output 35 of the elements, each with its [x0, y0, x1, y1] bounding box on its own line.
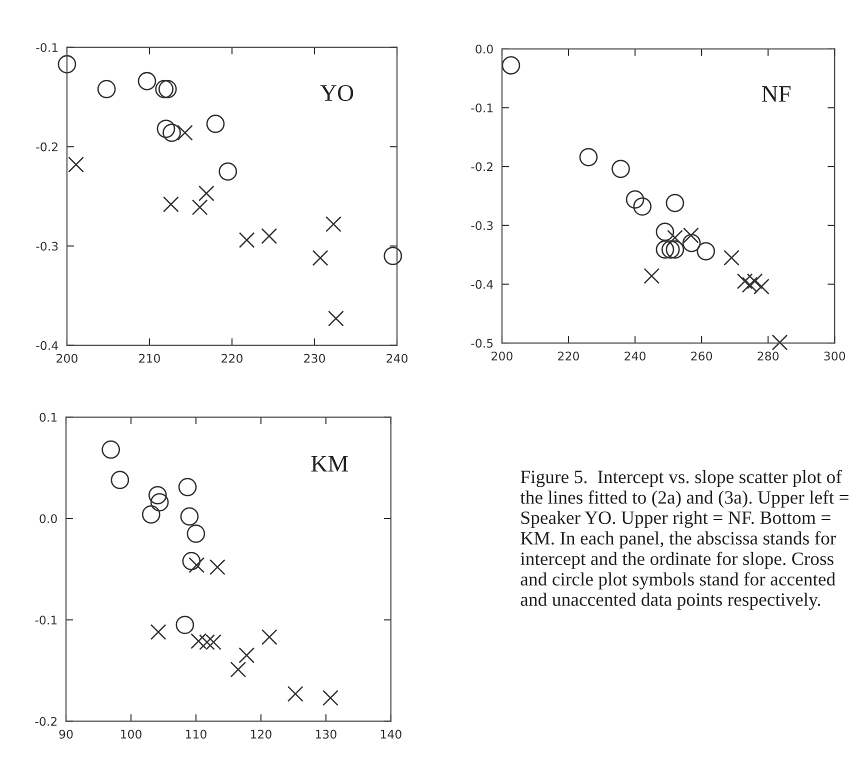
y-tick-label: -0.1 — [36, 43, 58, 52]
x-tick-label: 240 — [386, 354, 408, 363]
x-tick-label: 230 — [304, 354, 325, 363]
x-tick-label: 130 — [316, 730, 336, 739]
caption: Figure 5. Intercept vs. slope scatter plot of the lines fitted to (2a) and (3a). Upper left = Speaker YO. Upper right = NF. Bottom = KM. In each panel, the abscissa stands for intercept and the ordinate for slope. Cross and circle plot symbols stand for accented and unaccented data points respectively. — [520, 470, 848, 610]
y-tick-label: 0.0 — [476, 44, 493, 54]
x-tick-label: 240 — [624, 352, 646, 361]
y-tick-label: 0.1 — [40, 412, 57, 422]
x-tick-label: 120 — [250, 730, 272, 739]
text: NF — [762, 86, 791, 102]
text: YO — [320, 85, 354, 101]
x-tick-label: 280 — [758, 352, 779, 361]
y-tick-label: -0.2 — [36, 142, 58, 152]
x-tick-label: 260 — [691, 352, 712, 361]
x-tick-label: 200 — [492, 352, 512, 361]
y-tick-label: -0.2 — [471, 162, 492, 172]
y-tick-label: -0.4 — [36, 341, 58, 350]
x-tick-label: 90 — [59, 730, 73, 739]
x-tick-label: 210 — [139, 354, 160, 363]
y-tick-label: -0.4 — [471, 280, 493, 289]
y-tick-label: -0.5 — [471, 338, 493, 348]
y-tick-label: -0.3 — [36, 242, 58, 251]
y-tick-label: -0.1 — [471, 103, 493, 112]
x-tick-label: 100 — [121, 730, 142, 739]
x-tick-label: 110 — [186, 730, 206, 739]
text: KM — [311, 456, 348, 472]
y-tick-label: -0.1 — [35, 616, 57, 625]
x-tick-label: 300 — [824, 352, 846, 361]
y-tick-label: -0.2 — [35, 716, 56, 726]
y-tick-label: -0.3 — [471, 221, 493, 230]
x-tick-label: 220 — [222, 354, 242, 363]
x-tick-label: 140 — [380, 730, 402, 739]
x-tick-label: 220 — [558, 352, 579, 361]
x-tick-label: 200 — [56, 354, 78, 363]
y-tick-label: 0.0 — [40, 514, 57, 524]
